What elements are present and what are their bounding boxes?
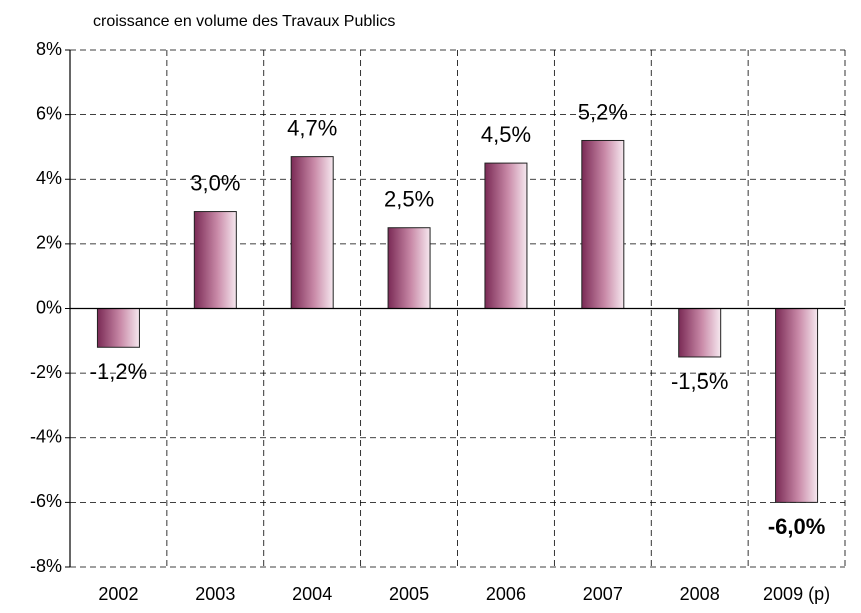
bar	[678, 308, 722, 358]
value-label: -1,2%	[90, 359, 147, 384]
y-tick-label: 8%	[36, 39, 62, 59]
y-tick-label: 4%	[36, 168, 62, 188]
value-label: 3,0%	[190, 170, 240, 195]
bar	[775, 308, 819, 503]
x-tick-label: 2008	[680, 584, 720, 604]
value-label: 4,7%	[287, 115, 337, 140]
value-label: 5,2%	[578, 99, 628, 124]
bar	[193, 211, 237, 309]
value-label: -6,0%	[768, 514, 825, 539]
y-tick-label: -4%	[30, 427, 62, 447]
x-tick-label: 2003	[195, 584, 235, 604]
y-tick-label: 6%	[36, 103, 62, 123]
bar	[290, 156, 334, 309]
x-tick-label: 2006	[486, 584, 526, 604]
value-label: -1,5%	[671, 369, 728, 394]
y-tick-label: 2%	[36, 233, 62, 253]
x-tick-label: 2005	[389, 584, 429, 604]
value-label: 2,5%	[384, 187, 434, 212]
value-label: 4,5%	[481, 122, 531, 147]
y-tick-label: 0%	[36, 297, 62, 317]
x-tick-label: 2002	[98, 584, 138, 604]
y-tick-label: -8%	[30, 556, 62, 576]
x-tick-label: 2004	[292, 584, 332, 604]
bar	[387, 227, 431, 309]
x-tick-label: 2009 (p)	[763, 584, 830, 604]
bar	[581, 139, 625, 309]
x-tick-label: 2007	[583, 584, 623, 604]
chart-title: croissance en volume des Travaux Publics	[93, 13, 395, 30]
bar	[484, 162, 528, 309]
y-tick-label: -2%	[30, 362, 62, 382]
y-tick-label: -6%	[30, 491, 62, 511]
bar	[96, 308, 140, 348]
